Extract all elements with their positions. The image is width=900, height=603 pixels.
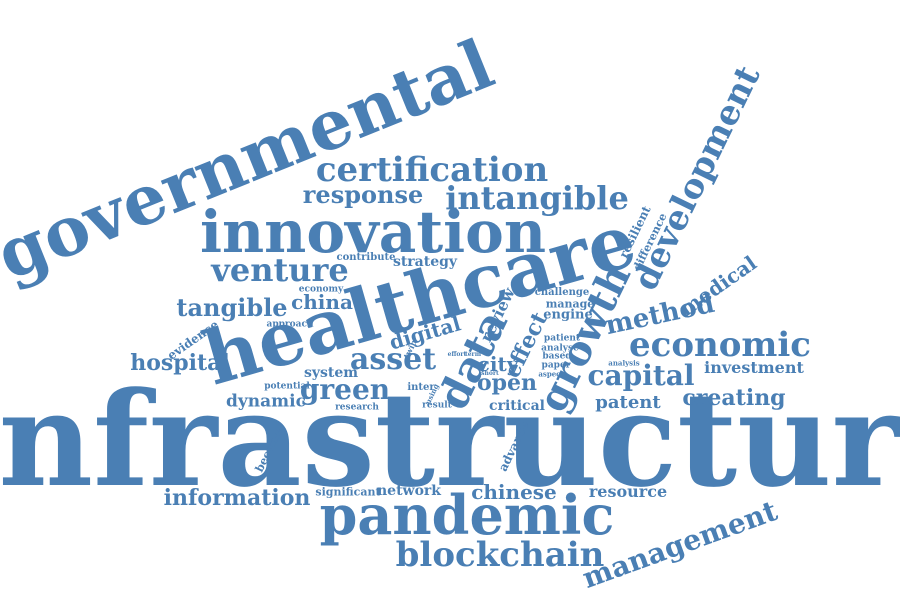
word-dynamic: dynamic bbox=[226, 391, 306, 412]
word-information: information bbox=[163, 485, 311, 511]
word-based: based bbox=[542, 351, 572, 362]
word-patient: patient bbox=[543, 333, 581, 344]
word-term: term bbox=[464, 351, 482, 358]
word-paper: paper bbox=[541, 360, 571, 371]
word-green: green bbox=[299, 373, 391, 406]
word-response: response bbox=[302, 180, 424, 209]
word-economy: economy bbox=[298, 284, 344, 295]
word-hospital: hospital bbox=[130, 350, 230, 376]
word-potential: potential bbox=[264, 381, 310, 392]
word-asset: asset bbox=[349, 342, 437, 377]
word-system: system bbox=[303, 365, 359, 381]
word-inter: inter bbox=[407, 382, 435, 393]
word-engine: engine bbox=[543, 307, 593, 323]
word-tangible: tangible bbox=[176, 293, 288, 322]
word-research: research bbox=[335, 402, 379, 413]
word-aspect: aspect bbox=[538, 369, 564, 379]
word-intangible: intangible bbox=[445, 179, 629, 217]
word-blockchain: blockchain bbox=[395, 535, 605, 575]
word-resource: resource bbox=[588, 482, 668, 501]
word-analyse: analyse bbox=[541, 343, 579, 354]
word-venture: venture bbox=[211, 251, 349, 289]
word-manage: manage bbox=[545, 297, 595, 311]
word-pandemic: pandemic bbox=[319, 483, 615, 547]
word-challenge: challenge bbox=[534, 287, 590, 298]
word-infrastructure: infrastructure bbox=[0, 363, 900, 516]
word-contribute: contribute bbox=[336, 252, 396, 263]
word-approach: approach bbox=[266, 319, 314, 330]
word-economic: economic bbox=[628, 325, 812, 365]
word-city: city bbox=[477, 352, 519, 376]
word-analysis: analysis bbox=[608, 358, 640, 368]
word-china: china bbox=[291, 290, 353, 314]
word-patent: patent bbox=[595, 392, 661, 413]
word-innovation: innovation bbox=[199, 198, 547, 266]
word-creating: creating bbox=[682, 385, 786, 411]
word-capital: capital bbox=[587, 359, 695, 392]
word-significant: significant bbox=[315, 485, 381, 499]
word-open: open bbox=[476, 370, 538, 396]
word-network: network bbox=[376, 483, 442, 499]
word-medical: medical bbox=[674, 250, 762, 322]
word-short: short bbox=[481, 370, 499, 377]
word-investment: investment bbox=[704, 358, 804, 377]
word-critical: critical bbox=[489, 398, 545, 414]
word-strategy: strategy bbox=[392, 254, 458, 270]
word-chinese: chinese bbox=[471, 480, 557, 504]
word-result: result bbox=[422, 400, 452, 411]
word-effort: effort bbox=[447, 351, 467, 358]
word-certification: certification bbox=[315, 150, 549, 190]
